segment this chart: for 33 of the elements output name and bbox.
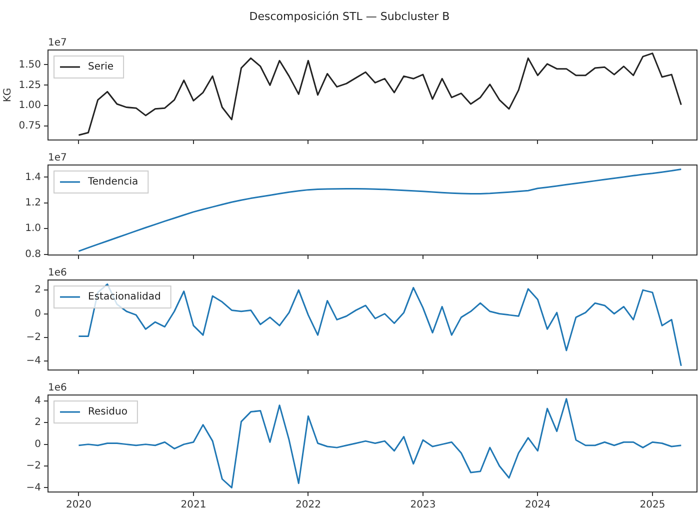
y-tick-label: 2 xyxy=(34,284,41,296)
y-tick-label: 1.0 xyxy=(25,223,41,234)
legend-label: Estacionalidad xyxy=(88,292,161,303)
x-tick-label: 2022 xyxy=(295,500,321,511)
y-tick-label: 0.8 xyxy=(25,248,41,260)
y-tick-label: −2 xyxy=(26,460,41,472)
y-tick-label: 0 xyxy=(34,438,41,450)
y-tick-label: −2 xyxy=(26,332,41,344)
legend-label: Serie xyxy=(88,62,114,73)
y-tick-label: 1.50 xyxy=(18,59,41,70)
text: 1e7 xyxy=(48,152,67,164)
text: 1e6 xyxy=(48,382,67,394)
y-tick-label: 1.2 xyxy=(25,198,41,209)
y-tick-label: 1.4 xyxy=(25,172,41,183)
text: 1e6 xyxy=(48,268,67,279)
legend-label: Residuo xyxy=(88,406,128,418)
x-tick-label: 2024 xyxy=(524,500,550,511)
y-tick-label: 0 xyxy=(34,308,41,320)
x-tick-label: 2025 xyxy=(640,500,666,511)
y-tick-label: 4 xyxy=(34,396,41,407)
y-tick-label: 2 xyxy=(34,417,41,428)
chart-title: Descomposición STL — Subcluster B xyxy=(248,9,451,25)
y-tick-label: 1.25 xyxy=(18,80,41,91)
y-tick-label: −4 xyxy=(26,482,41,494)
y-axis-title: KG xyxy=(2,88,14,102)
y-tick-label: 1.00 xyxy=(18,100,41,112)
y-tick-label: −4 xyxy=(26,356,41,367)
y-tick-label: 0.75 xyxy=(18,120,41,132)
text: 1e7 xyxy=(48,38,67,49)
legend-label: Tendencia xyxy=(87,176,138,188)
x-tick-label: 2021 xyxy=(180,500,206,511)
x-tick-label: 2023 xyxy=(410,500,436,511)
x-tick-label: 2020 xyxy=(66,500,92,511)
